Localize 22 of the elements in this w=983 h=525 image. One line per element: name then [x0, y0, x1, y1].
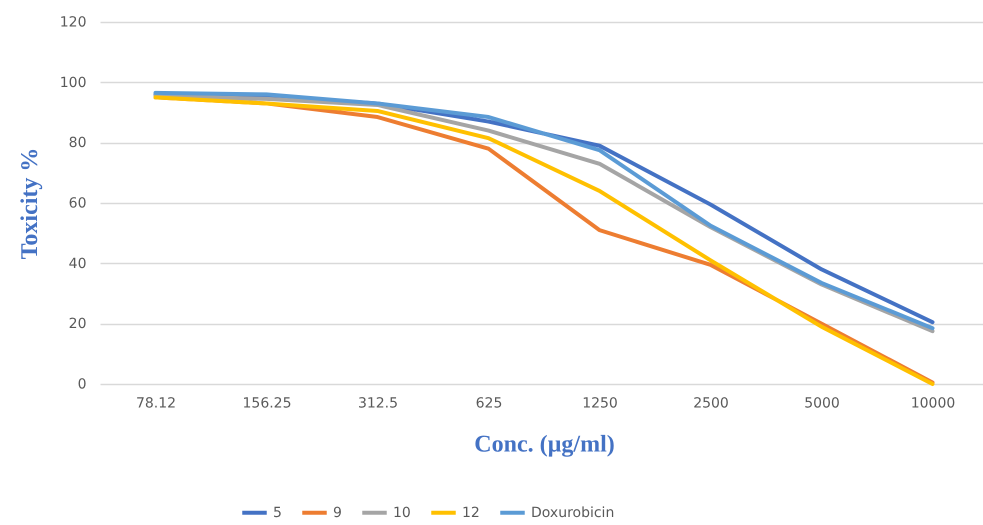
y-tick-label: 60 [68, 196, 86, 212]
x-tick-label: 1250 [582, 396, 618, 412]
x-axis-title: Conc. (µg/ml) [474, 432, 615, 458]
x-tick-label: 156.25 [242, 396, 292, 412]
x-tick-label: 2500 [693, 396, 729, 412]
legend-label: 10 [393, 504, 411, 521]
legend-label: 9 [333, 504, 342, 521]
legend-label: Doxurobicin [531, 504, 614, 521]
y-tick-label: 80 [68, 135, 86, 152]
y-axis-title: Toxicity % [16, 148, 43, 260]
y-tick-label: 100 [60, 74, 86, 91]
legend-label: 5 [273, 504, 282, 521]
y-tick-label: 20 [68, 316, 86, 332]
x-tick-label: 625 [476, 396, 502, 412]
x-tick-label: 312.5 [358, 396, 398, 412]
legend-label: 12 [462, 504, 480, 521]
y-tick-label: 40 [68, 256, 86, 272]
x-tick-label: 5000 [804, 396, 840, 412]
y-tick-label: 120 [60, 14, 86, 30]
x-tick-label: 10000 [910, 396, 956, 412]
y-tick-label: 0 [78, 376, 86, 392]
x-tick-label: 78.12 [136, 396, 176, 412]
